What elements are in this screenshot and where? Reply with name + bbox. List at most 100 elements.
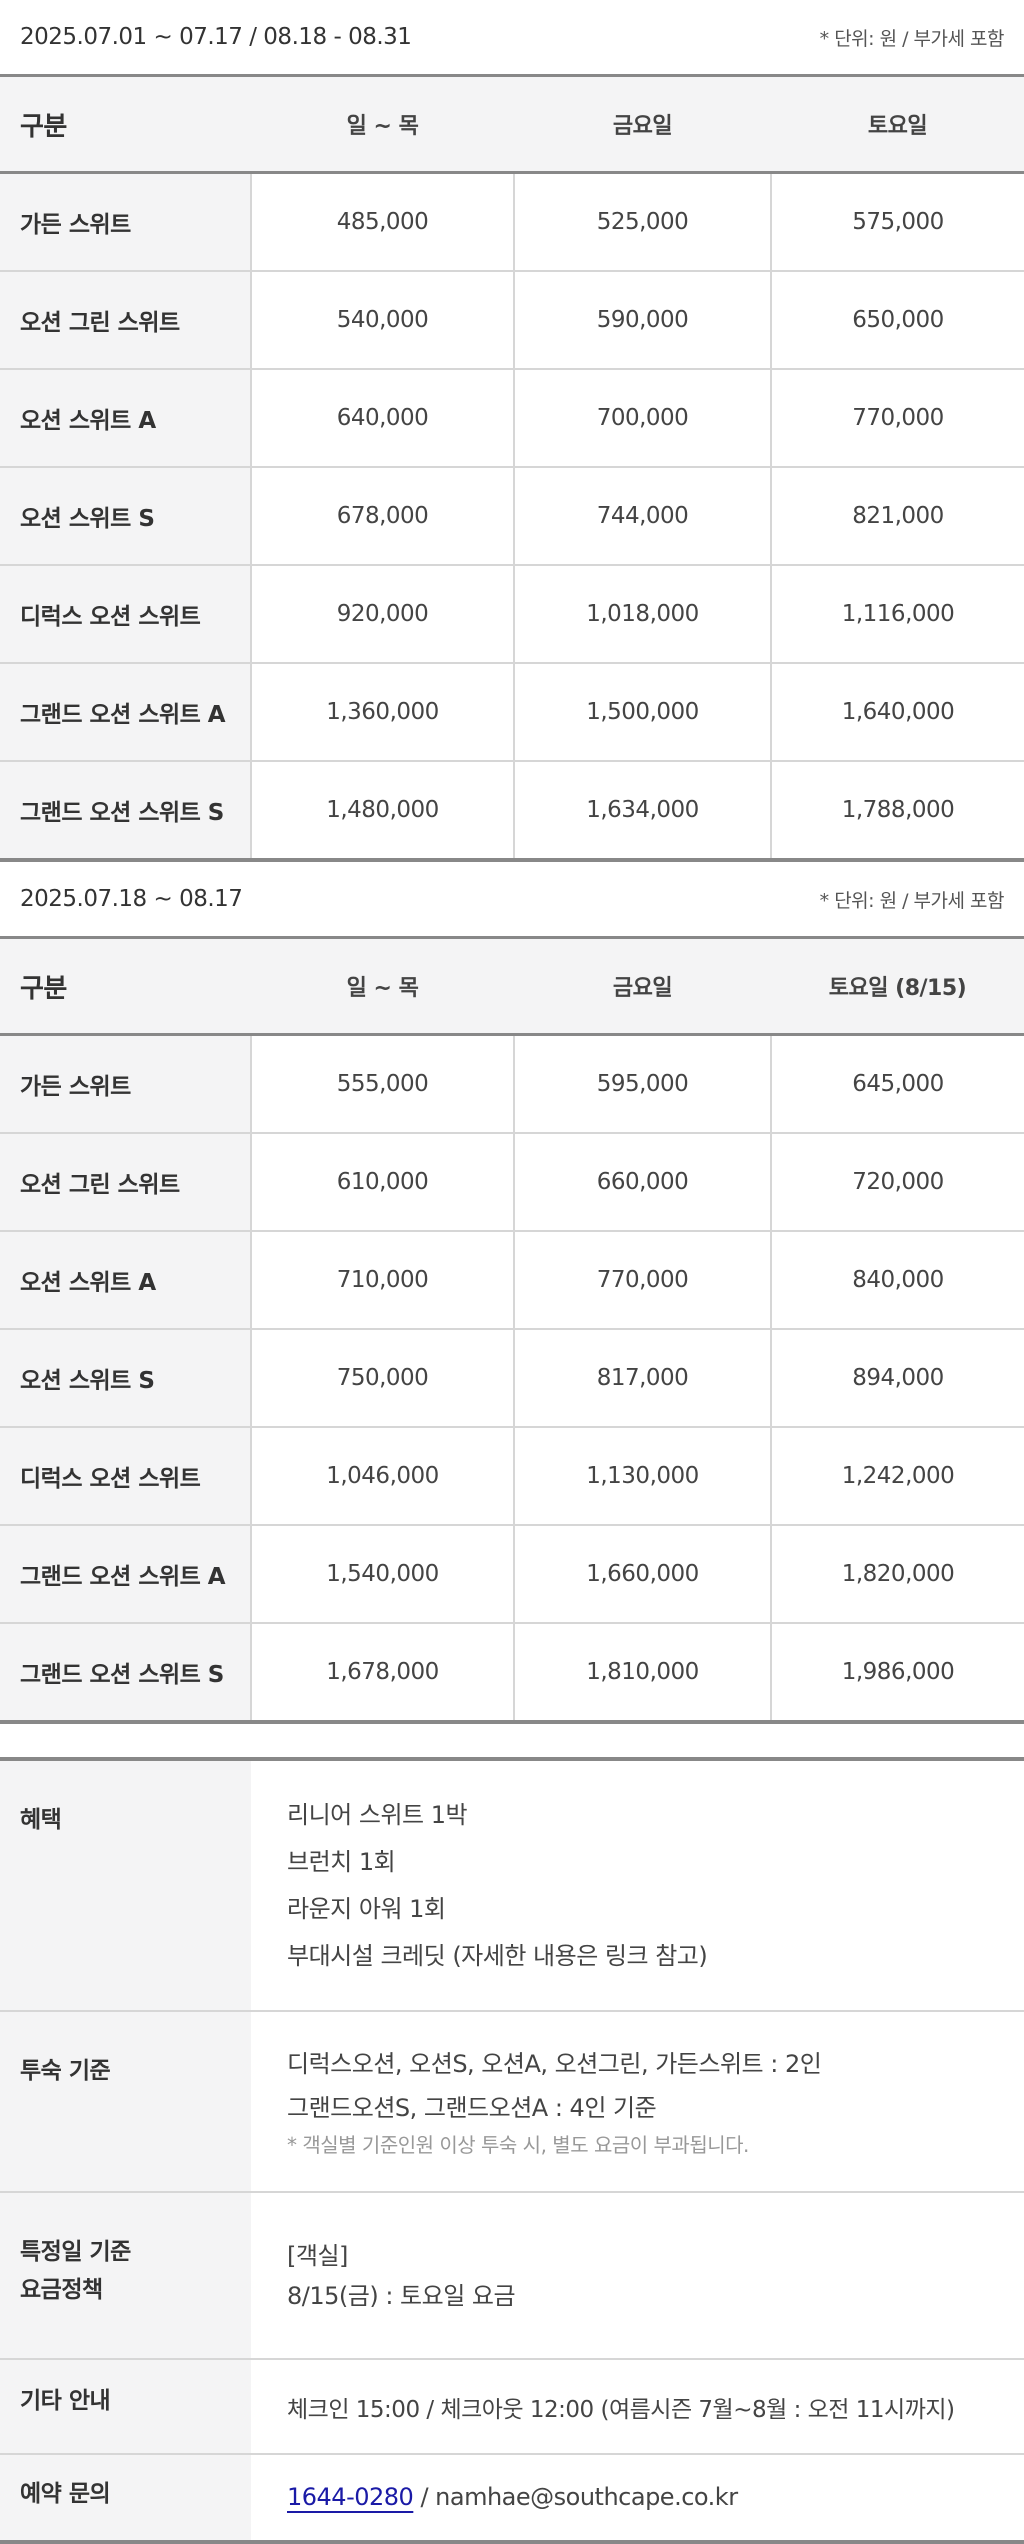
period-title: 2025.07.01 ~ 07.17 / 08.18 - 08.31 [20, 24, 412, 50]
rate-table: 구분 일 ~ 목 금요일 토요일 (8/15) 가든 스위트 555,000 5… [0, 936, 1024, 1724]
room-name: 오션 스위트 A [0, 369, 251, 468]
price-cell: 770,000 [513, 1231, 771, 1330]
price-cell: 640,000 [250, 369, 514, 468]
price-cell: 1,116,000 [770, 565, 1024, 664]
price-cell: 920,000 [250, 565, 514, 664]
price-cell: 555,000 [250, 1034, 514, 1134]
rate-section-2: 2025.07.18 ~ 08.17 * 단위: 원 / 부가세 포함 구분 일… [0, 862, 1024, 1724]
rate-section-1: 2025.07.01 ~ 07.17 / 08.18 - 08.31 * 단위:… [0, 0, 1024, 862]
column-header-weekday: 일 ~ 목 [251, 936, 514, 1036]
price-cell: 1,540,000 [250, 1525, 514, 1624]
price-cell: 1,678,000 [250, 1623, 514, 1724]
price-cell: 590,000 [513, 271, 771, 370]
info-label: 혜택 [0, 1759, 251, 2012]
table-row: 오션 그린 스위트 610,000 660,000 720,000 [0, 1133, 1024, 1232]
benefit-item: 브런치 1회 [287, 1847, 396, 1876]
price-cell: 710,000 [250, 1231, 514, 1330]
price-cell: 817,000 [513, 1329, 771, 1428]
room-name: 그랜드 오션 스위트 S [0, 1623, 251, 1724]
price-cell: 1,986,000 [770, 1623, 1024, 1724]
table-row: 오션 스위트 S 678,000 744,000 821,000 [0, 467, 1024, 566]
room-name: 디럭스 오션 스위트 [0, 565, 251, 664]
column-header-friday: 금요일 [514, 74, 771, 174]
price-cell: 678,000 [250, 467, 514, 566]
price-cell: 1,480,000 [250, 761, 514, 862]
price-cell: 1,634,000 [513, 761, 771, 862]
price-cell: 821,000 [770, 467, 1024, 566]
price-cell: 1,018,000 [513, 565, 771, 664]
price-cell: 894,000 [770, 1329, 1024, 1428]
info-label-line: 요금정책 [20, 2277, 103, 2303]
room-name: 오션 그린 스위트 [0, 1133, 251, 1232]
price-cell: 525,000 [513, 172, 771, 272]
table-row: 디럭스 오션 스위트 920,000 1,018,000 1,116,000 [0, 565, 1024, 664]
price-cell: 1,788,000 [770, 761, 1024, 862]
price-cell: 1,500,000 [513, 663, 771, 762]
column-header-friday: 금요일 [514, 936, 771, 1036]
price-cell: 540,000 [250, 271, 514, 370]
info-label: 예약 문의 [0, 2454, 251, 2542]
unit-note: * 단위: 원 / 부가세 포함 [819, 27, 1005, 50]
price-cell: 650,000 [770, 271, 1024, 370]
special-day-line: [객실] [287, 2241, 348, 2270]
price-cell: 1,242,000 [770, 1427, 1024, 1526]
table-header-row: 구분 일 ~ 목 금요일 토요일 [0, 74, 1024, 174]
info-label: 기타 안내 [0, 2359, 251, 2455]
info-label-line: 특정일 기준 [20, 2239, 131, 2265]
info-content: 디럭스오션, 오션S, 오션A, 오션그린, 가든스위트 : 2인 그랜드오션S… [251, 2011, 1024, 2193]
price-cell: 660,000 [513, 1133, 771, 1232]
info-content: 1644-0280 / namhae@southcape.co.kr [251, 2454, 1024, 2542]
period-header: 2025.07.18 ~ 08.17 * 단위: 원 / 부가세 포함 [0, 862, 1024, 936]
section-spacer [0, 1724, 1024, 1757]
room-name: 그랜드 오션 스위트 A [0, 1525, 251, 1624]
occupancy-note: * 객실별 기준인원 이상 투숙 시, 별도 요금이 부과됩니다. [287, 2133, 749, 2157]
info-row-reservation: 예약 문의 1644-0280 / namhae@southcape.co.kr [0, 2454, 1024, 2542]
price-cell: 744,000 [513, 467, 771, 566]
room-name: 오션 스위트 A [0, 1231, 251, 1330]
price-cell: 1,046,000 [250, 1427, 514, 1526]
column-header-saturday: 토요일 (8/15) [771, 936, 1024, 1036]
benefit-item: 리니어 스위트 1박 [287, 1800, 468, 1829]
contact-separator: / [413, 2483, 436, 2511]
table-row: 그랜드 오션 스위트 A 1,540,000 1,660,000 1,820,0… [0, 1525, 1024, 1624]
room-name: 가든 스위트 [0, 172, 251, 272]
room-name: 가든 스위트 [0, 1034, 251, 1134]
price-cell: 1,660,000 [513, 1525, 771, 1624]
room-name: 오션 스위트 S [0, 467, 251, 566]
email-text: namhae@southcape.co.kr [435, 2483, 738, 2511]
price-cell: 575,000 [770, 172, 1024, 272]
info-content: [객실] 8/15(금) : 토요일 요금 [251, 2192, 1024, 2360]
room-name: 오션 그린 스위트 [0, 271, 251, 370]
table-row: 그랜드 오션 스위트 A 1,360,000 1,500,000 1,640,0… [0, 663, 1024, 762]
column-header-weekday: 일 ~ 목 [251, 74, 514, 174]
room-name: 오션 스위트 S [0, 1329, 251, 1428]
table-row: 가든 스위트 485,000 525,000 575,000 [0, 172, 1024, 272]
column-header-category: 구분 [0, 936, 251, 1036]
price-cell: 1,360,000 [250, 663, 514, 762]
price-cell: 645,000 [770, 1034, 1024, 1134]
occupancy-line: 디럭스오션, 오션S, 오션A, 오션그린, 가든스위트 : 2인 [287, 2050, 822, 2078]
price-cell: 1,130,000 [513, 1427, 771, 1526]
table-row: 오션 그린 스위트 540,000 590,000 650,000 [0, 271, 1024, 370]
price-cell: 595,000 [513, 1034, 771, 1134]
phone-link[interactable]: 1644-0280 [287, 2483, 414, 2511]
info-content: 체크인 15:00 / 체크아웃 12:00 (여름시즌 7월~8월 : 오전 … [251, 2359, 1024, 2455]
info-row-special-days: 특정일 기준 요금정책 [객실] 8/15(금) : 토요일 요금 [0, 2192, 1024, 2360]
table-row: 그랜드 오션 스위트 S 1,480,000 1,634,000 1,788,0… [0, 761, 1024, 862]
column-header-saturday: 토요일 [771, 74, 1024, 174]
price-cell: 720,000 [770, 1133, 1024, 1232]
column-header-category: 구분 [0, 74, 251, 174]
table-row: 가든 스위트 555,000 595,000 645,000 [0, 1034, 1024, 1134]
benefit-item: 라운지 아워 1회 [287, 1894, 446, 1923]
table-row: 오션 스위트 S 750,000 817,000 894,000 [0, 1329, 1024, 1428]
price-cell: 1,640,000 [770, 663, 1024, 762]
period-header: 2025.07.01 ~ 07.17 / 08.18 - 08.31 * 단위:… [0, 0, 1024, 74]
table-header-row: 구분 일 ~ 목 금요일 토요일 (8/15) [0, 936, 1024, 1036]
info-label: 투숙 기준 [0, 2011, 251, 2193]
room-name: 디럭스 오션 스위트 [0, 1427, 251, 1526]
price-cell: 700,000 [513, 369, 771, 468]
info-row-other: 기타 안내 체크인 15:00 / 체크아웃 12:00 (여름시즌 7월~8월… [0, 2359, 1024, 2455]
benefit-item: 부대시설 크레딧 (자세한 내용은 링크 참고) [287, 1941, 708, 1970]
price-cell: 770,000 [770, 369, 1024, 468]
room-name: 그랜드 오션 스위트 S [0, 761, 251, 862]
